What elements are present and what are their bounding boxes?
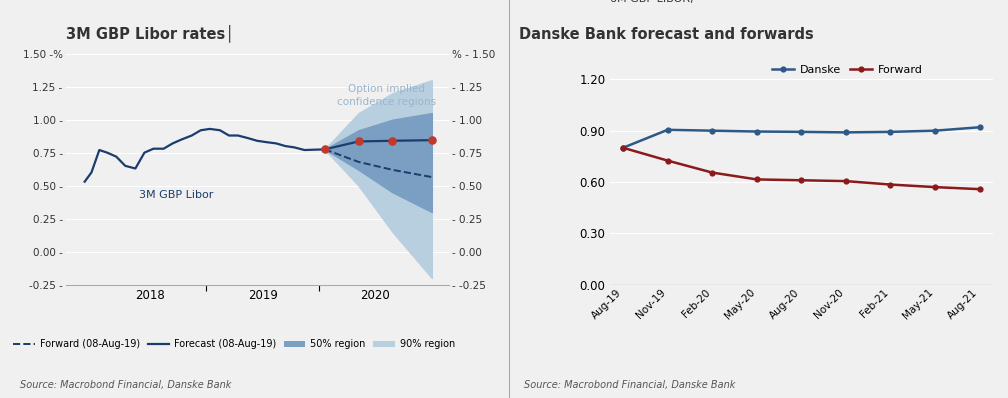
Text: Source: Macrobond Financial, Danske Bank: Source: Macrobond Financial, Danske Bank (524, 380, 736, 390)
Legend: Danske, Forward: Danske, Forward (767, 60, 927, 79)
Forward (661, 158, 673, 163)
Forward (974, 187, 986, 191)
Forward (840, 179, 852, 183)
Legend: Forward (08-Aug-19), Forecast (08-Aug-19), 50% region, 90% region: Forward (08-Aug-19), Forecast (08-Aug-19… (9, 336, 459, 353)
Danske (751, 129, 763, 134)
Danske (884, 129, 896, 134)
Forward (707, 170, 719, 175)
Text: 6M GBP LIBOR,: 6M GBP LIBOR, (610, 0, 694, 4)
Text: Option implied
confidence regions: Option implied confidence regions (337, 84, 436, 107)
Forward (884, 182, 896, 187)
Text: 3M GBP Libor rates│: 3M GBP Libor rates│ (66, 24, 234, 42)
Line: Danske: Danske (620, 124, 983, 151)
Forward (929, 185, 941, 189)
Danske (707, 128, 719, 133)
Forward (617, 145, 629, 150)
Text: 3M GBP Libor: 3M GBP Libor (139, 189, 213, 199)
Text: Danske Bank forecast and forwards: Danske Bank forecast and forwards (519, 27, 813, 42)
Point (384, 138, 400, 144)
Danske (795, 129, 807, 134)
Point (423, 137, 439, 143)
Point (317, 146, 333, 152)
Forward (795, 178, 807, 183)
Line: Forward: Forward (620, 144, 983, 192)
Danske (929, 128, 941, 133)
Danske (974, 125, 986, 130)
Point (351, 138, 367, 144)
Text: Source: Macrobond Financial, Danske Bank: Source: Macrobond Financial, Danske Bank (20, 380, 232, 390)
Danske (617, 145, 629, 150)
Forward (751, 177, 763, 182)
Danske (661, 127, 673, 132)
Danske (840, 130, 852, 135)
